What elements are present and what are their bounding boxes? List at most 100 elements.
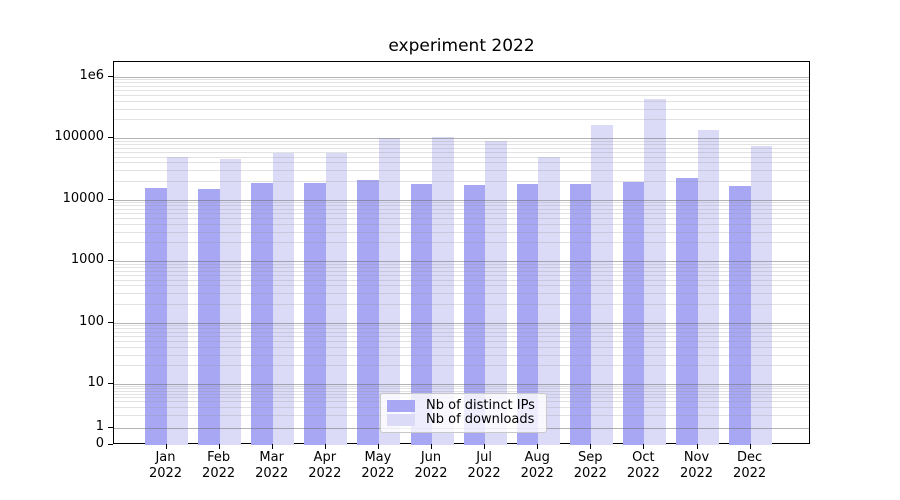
minor-gridline (114, 79, 809, 81)
y-tick-label: 1 (95, 418, 104, 434)
minor-gridline (114, 274, 809, 276)
minor-gridline (114, 293, 809, 295)
minor-gridline (114, 279, 809, 281)
legend-label-downloads: Nb of downloads (426, 412, 535, 427)
minor-gridline (114, 388, 809, 390)
x-tick-label: Dec 2022 (733, 450, 767, 481)
minor-gridline (114, 151, 809, 153)
major-gridline (114, 199, 809, 201)
bar-ips-jan (145, 187, 167, 445)
x-tick-mark (431, 444, 432, 449)
x-tick-mark (590, 444, 592, 449)
chart-title: experiment 2022 (388, 36, 535, 56)
minor-gridline (114, 170, 809, 172)
y-tick-mark (108, 444, 113, 445)
legend-entry-distinct-ips: Nb of distinct IPs (387, 399, 540, 413)
minor-gridline (114, 385, 809, 387)
x-tick-mark (377, 444, 379, 449)
y-tick-mark (108, 260, 113, 261)
y-tick-label: 0 (95, 436, 104, 451)
legend-swatch-downloads (387, 414, 415, 426)
x-tick-label: Nov 2022 (679, 450, 714, 481)
minor-gridline (114, 346, 809, 348)
plot-area: Nb of distinct IPs Nb of downloads (113, 61, 810, 445)
minor-gridline (114, 270, 809, 272)
minor-gridline (114, 341, 809, 342)
minor-gridline (114, 218, 809, 219)
minor-gridline (114, 86, 809, 88)
minor-gridline (114, 108, 809, 110)
minor-gridline (114, 266, 809, 268)
bar-downloads-mar (272, 153, 295, 445)
minor-gridline (114, 231, 809, 233)
minor-gridline (114, 119, 809, 121)
y-tick-label: 100000 (54, 129, 104, 144)
minor-gridline (114, 82, 809, 84)
minor-gridline (114, 263, 809, 265)
minor-gridline (114, 180, 809, 182)
bar-downloads-oct (644, 99, 666, 445)
x-tick-mark (218, 444, 220, 449)
x-tick-mark (696, 444, 698, 449)
x-tick-mark (165, 444, 167, 449)
x-tick-label: Apr 2022 (308, 450, 342, 481)
bar-downloads-jan (166, 157, 188, 445)
bar-downloads-dec (750, 146, 773, 445)
x-tick-label: Aug 2022 (520, 450, 554, 481)
y-tick-label: 1000 (70, 252, 104, 267)
y-tick-label: 100 (79, 313, 104, 329)
minor-gridline (114, 332, 809, 334)
y-tick-label: 10 (87, 375, 104, 390)
minor-gridline (114, 140, 809, 142)
y-tick-mark (108, 426, 113, 428)
minor-gridline (114, 202, 809, 204)
minor-gridline (114, 205, 809, 207)
bar-downloads-sep (591, 124, 613, 445)
bar-ips-jun (410, 183, 432, 445)
minor-gridline (114, 354, 809, 356)
minor-gridline (114, 285, 809, 287)
x-tick-mark (537, 444, 539, 449)
x-tick-label: Jul 2022 (467, 450, 501, 481)
x-tick-mark (643, 444, 645, 449)
bar-ips-sep (569, 183, 592, 445)
minor-gridline (114, 336, 809, 338)
x-tick-mark (749, 444, 751, 449)
legend-swatch-distinct-ips (387, 400, 415, 412)
bar-ips-nov (676, 177, 698, 445)
minor-gridline (114, 90, 809, 92)
y-tick-mark (108, 137, 113, 138)
bar-downloads-feb (219, 159, 242, 445)
x-tick-mark (271, 444, 273, 449)
minor-gridline (114, 209, 809, 211)
legend-label-distinct-ips: Nb of distinct IPs (426, 398, 535, 413)
grid-layer (114, 62, 809, 443)
major-gridline (114, 384, 809, 385)
bar-ips-oct (622, 181, 645, 445)
major-gridline (114, 322, 809, 324)
legend: Nb of distinct IPs Nb of downloads (380, 393, 547, 433)
minor-gridline (114, 303, 809, 305)
major-gridline (114, 261, 809, 262)
major-gridline (114, 138, 809, 139)
bar-downloads-aug (538, 157, 560, 445)
bar-downloads-jul (485, 140, 507, 445)
bar-ips-mar (251, 183, 273, 445)
bar-ips-feb (198, 188, 220, 445)
bar-downloads-jun (432, 136, 454, 445)
legend-entry-downloads: Nb of downloads (387, 413, 540, 427)
x-tick-mark (484, 444, 486, 449)
y-tick-mark (108, 198, 113, 200)
minor-gridline (114, 213, 809, 215)
minor-gridline (114, 95, 809, 96)
bars-layer (114, 62, 809, 445)
x-tick-label: May 2022 (361, 450, 395, 481)
x-tick-label: Jan 2022 (148, 450, 183, 481)
y-tick-mark (108, 321, 113, 323)
x-tick-label: Mar 2022 (255, 450, 289, 481)
y-tick-label: 10000 (62, 190, 104, 206)
bar-ips-dec (729, 186, 751, 445)
minor-gridline (114, 242, 809, 244)
minor-gridline (114, 143, 809, 145)
